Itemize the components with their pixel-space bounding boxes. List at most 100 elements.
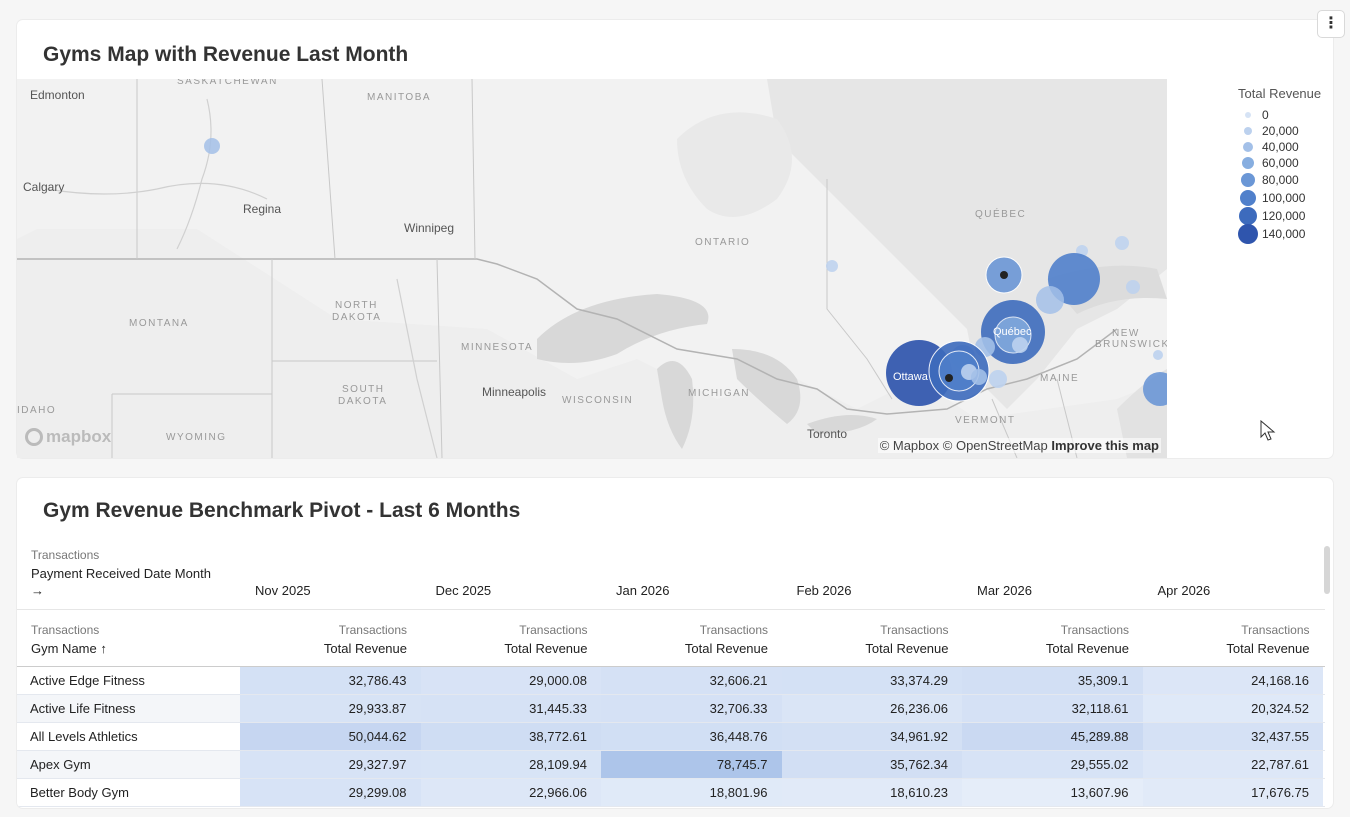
month-header[interactable]: Mar 2026 <box>977 583 1032 598</box>
revenue-cell[interactable]: 20,324.52 <box>1142 695 1323 722</box>
pivot-card: Gym Revenue Benchmark Pivot - Last 6 Mon… <box>17 478 1333 808</box>
row-header-label: Gym Name ↑ <box>31 641 107 656</box>
month-header[interactable]: Jan 2026 <box>616 583 670 598</box>
place-minneapolis: Minneapolis <box>482 385 547 399</box>
map-title: Gyms Map with Revenue Last Month <box>43 43 409 66</box>
lake-huron <box>732 349 801 424</box>
legend-label: 40,000 <box>1262 140 1299 154</box>
revenue-cell[interactable]: 35,762.34 <box>781 751 962 778</box>
revenue-cell[interactable]: 29,000.08 <box>420 667 601 694</box>
month-header[interactable]: Feb 2026 <box>796 583 852 598</box>
pivot-scrollbar[interactable] <box>1324 546 1330 594</box>
measure-header[interactable]: Transactions Total Revenue <box>608 623 768 656</box>
legend-item: 120,000 <box>1238 207 1321 225</box>
region-michigan: MICHIGAN <box>688 388 750 399</box>
legend-dot <box>1240 190 1256 206</box>
revenue-cell[interactable]: 29,933.87 <box>240 695 421 722</box>
pivot-dimension-header[interactable]: Transactions Payment Received Date Month… <box>31 548 231 598</box>
legend-dot <box>1242 157 1254 169</box>
region-vermont: VERMONT <box>955 415 1016 426</box>
map-attribution: © Mapbox © OpenStreetMap Improve this ma… <box>877 438 1161 453</box>
region-south-dakota-1: SOUTH <box>342 384 385 395</box>
lake-michigan <box>657 361 694 449</box>
region-new-brunswick-1: NEW <box>1112 328 1140 339</box>
gym-name-cell[interactable]: Active Life Fitness <box>17 695 240 722</box>
measure-group: Transactions <box>699 623 768 637</box>
mapbox-logo[interactable]: mapbox <box>25 427 111 447</box>
revenue-cell[interactable]: 32,437.55 <box>1142 723 1323 750</box>
revenue-cell[interactable]: 22,787.61 <box>1142 751 1323 778</box>
gym-name-cell[interactable]: Apex Gym <box>17 751 240 778</box>
measure-header[interactable]: Transactions Total Revenue <box>247 623 407 656</box>
table-row: Apex Gym 29,327.97 28,109.94 78,745.7 35,762… <box>17 751 1325 779</box>
revenue-cell[interactable]: 31,445.33 <box>420 695 601 722</box>
gym-name-cell[interactable]: Active Edge Fitness <box>17 667 240 694</box>
lake-superior <box>537 294 709 363</box>
pivot-dimension-label: Payment Received Date Month <box>31 566 211 581</box>
header-divider <box>17 609 1325 610</box>
revenue-cell[interactable]: 36,448.76 <box>601 723 782 750</box>
table-row: All Levels Athletics 50,044.62 38,772.61 36… <box>17 723 1325 751</box>
measure-label: Total Revenue <box>504 641 588 656</box>
kebab-menu-button[interactable]: ⋮ <box>1317 10 1345 38</box>
revenue-cell[interactable]: 33,374.29 <box>781 667 962 694</box>
revenue-cell[interactable]: 32,118.61 <box>962 695 1143 722</box>
improve-map-link[interactable]: Improve this map <box>1051 438 1159 453</box>
measure-header[interactable]: Transactions Total Revenue <box>789 623 949 656</box>
legend-item: 80,000 <box>1238 171 1321 189</box>
measure-header[interactable]: Transactions Total Revenue <box>969 623 1129 656</box>
legend-label: 0 <box>1262 108 1269 122</box>
place-regina: Regina <box>243 202 282 216</box>
gym-name-cell[interactable]: All Levels Athletics <box>17 723 240 750</box>
revenue-cell[interactable]: 29,299.08 <box>240 779 421 806</box>
revenue-cell[interactable]: 24,168.16 <box>1142 667 1323 694</box>
place-quebec-city: Québec <box>993 326 1032 338</box>
revenue-map[interactable]: Edmonton Calgary Regina Winnipeg Minneap… <box>17 79 1167 458</box>
month-header[interactable]: Apr 2026 <box>1157 583 1211 598</box>
revenue-cell[interactable]: 32,606.21 <box>601 667 782 694</box>
month-header[interactable]: Dec 2025 <box>435 583 492 598</box>
region-wisconsin: WISCONSIN <box>562 395 634 406</box>
place-winnipeg: Winnipeg <box>404 221 455 235</box>
measure-label: Total Revenue <box>323 641 407 656</box>
legend-item: 20,000 <box>1238 123 1321 139</box>
measure-header[interactable]: Transactions Total Revenue <box>1150 623 1309 656</box>
revenue-cell[interactable]: 29,555.02 <box>962 751 1143 778</box>
revenue-cell[interactable]: 45,289.88 <box>962 723 1143 750</box>
osm-attribution-link[interactable]: © OpenStreetMap <box>942 438 1048 453</box>
legend-label: 100,000 <box>1262 191 1306 205</box>
place-toronto: Toronto <box>807 427 848 441</box>
revenue-cell[interactable]: 50,044.62 <box>240 723 421 750</box>
region-south-dakota-2: DAKOTA <box>338 396 388 407</box>
gym-name-cell[interactable]: Better Body Gym <box>17 779 240 806</box>
revenue-cell[interactable]: 13,607.96 <box>962 779 1143 806</box>
revenue-cell[interactable]: 32,706.33 <box>601 695 782 722</box>
pivot-title: Gym Revenue Benchmark Pivot - Last 6 Mon… <box>43 499 521 522</box>
revenue-cell[interactable]: 26,236.06 <box>781 695 962 722</box>
revenue-cell[interactable]: 29,327.97 <box>240 751 421 778</box>
region-ontario: ONTARIO <box>695 237 751 248</box>
map-legend: Total Revenue 0 20,000 40,000 60,000 80,000 1… <box>1238 86 1321 244</box>
measure-group: Transactions <box>880 623 949 637</box>
revenue-cell[interactable]: 17,676.75 <box>1142 779 1323 806</box>
region-montana: MONTANA <box>129 318 189 329</box>
measure-header[interactable]: Transactions Total Revenue <box>428 623 588 656</box>
revenue-cell[interactable]: 18,801.96 <box>601 779 782 806</box>
place-ottawa: Ottawa <box>893 371 928 383</box>
revenue-cell[interactable]: 35,309.1 <box>962 667 1143 694</box>
table-row: Active Life Fitness 29,933.87 31,445.33 32,… <box>17 695 1325 723</box>
revenue-cell[interactable]: 32,786.43 <box>240 667 421 694</box>
revenue-cell[interactable]: 28,109.94 <box>420 751 601 778</box>
legend-label: 20,000 <box>1262 124 1299 138</box>
revenue-cell[interactable]: 22,966.06 <box>420 779 601 806</box>
row-header[interactable]: Transactions Gym Name ↑ <box>31 623 107 656</box>
revenue-cell[interactable]: 38,772.61 <box>420 723 601 750</box>
region-north-dakota-2: DAKOTA <box>332 312 382 323</box>
revenue-cell[interactable]: 78,745.7 <box>601 751 782 778</box>
revenue-bubbles[interactable] <box>204 138 1167 406</box>
month-header[interactable]: Nov 2025 <box>255 583 311 598</box>
mapbox-attribution-link[interactable]: © Mapbox <box>879 438 940 453</box>
revenue-cell[interactable]: 34,961.92 <box>781 723 962 750</box>
legend-dot <box>1244 127 1252 135</box>
revenue-cell[interactable]: 18,610.23 <box>781 779 962 806</box>
